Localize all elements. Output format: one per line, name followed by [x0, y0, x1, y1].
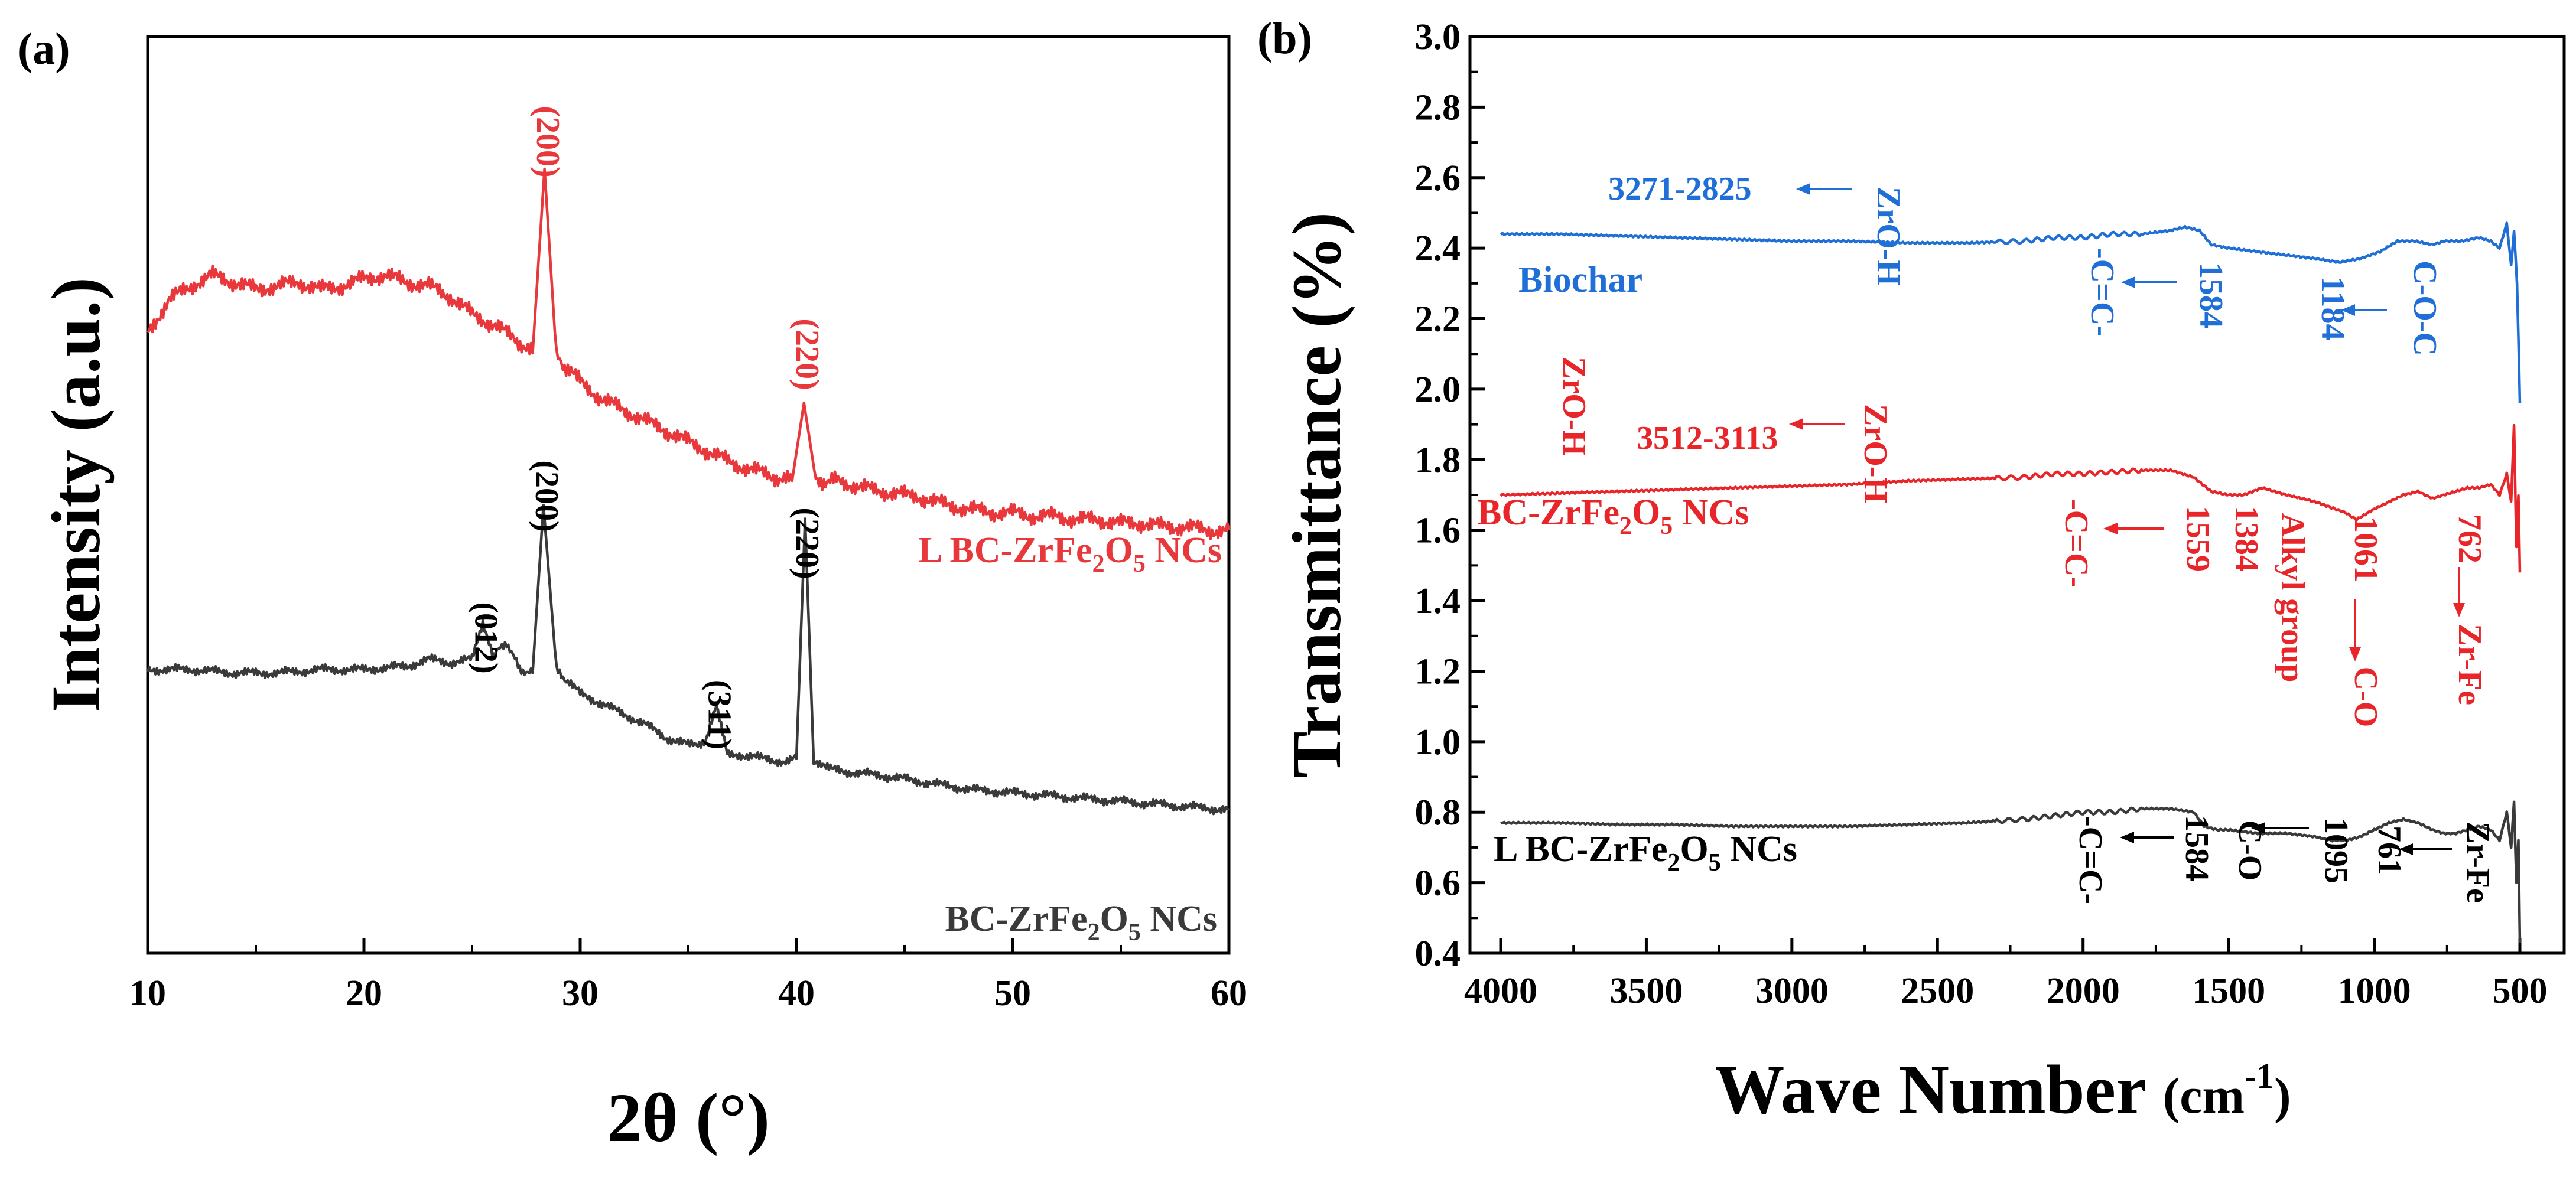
- b-y-tick-label: 0.4: [1415, 934, 1461, 974]
- b-ann-1584-blue: 1584: [2193, 262, 2229, 328]
- a-peak-label: (200): [529, 106, 566, 177]
- arrow-icon: [1789, 418, 1803, 430]
- b-biochar-annotations: 3271-2825 ZrO-H -C=C- 1584 1184 C-O-C: [1608, 171, 2443, 356]
- panel-b-plot-area: [1500, 221, 2522, 943]
- b-x-tick-label: 3500: [1609, 971, 1683, 1011]
- b-y-tick-label: 0.6: [1415, 863, 1461, 904]
- panel-b-x-axis: 4000 3500 3000 2500 2000 1500 1000 500: [1464, 938, 2548, 1011]
- b-series-label-l-bc: L BC-ZrFe2O5 NCs: [1494, 829, 1797, 876]
- b-ann-762-red: 762: [2451, 514, 2488, 563]
- a-peak-label: (200): [528, 460, 565, 532]
- b-y-tick-label: 1.6: [1415, 511, 1461, 551]
- a-x-tick-label: 10: [129, 973, 166, 1013]
- b-y-tick-label: 1.0: [1415, 722, 1461, 762]
- panel-b-y-axis-title: Transmittance (%): [1278, 212, 1355, 778]
- panel-a-label: (a): [18, 24, 70, 74]
- panel-a-peak-labels: (200) (220) (012) (200) (311) (220): [467, 106, 825, 749]
- b-x-tick-label: 2000: [2047, 971, 2120, 1011]
- b-ann-3512-3113: 3512-3113: [1637, 420, 1778, 457]
- b-x-tick-label: 3000: [1755, 971, 1829, 1011]
- b-ann-3271-2825: 3271-2825: [1608, 171, 1752, 207]
- b-ann-761-black: 761: [2371, 826, 2408, 875]
- a-series-line-bc-zrfe2o5-ncs: [146, 503, 1230, 816]
- b-y-tick-label: 1.4: [1415, 581, 1461, 621]
- b-x-tick-label: 1500: [2192, 971, 2265, 1011]
- b-series-line-l-bc-zrfe2o5-ncs: [1500, 800, 2522, 943]
- b-ann-co-red: C-O: [2347, 667, 2384, 728]
- b-bc-arrows: [1789, 418, 2465, 661]
- b-y-tick-label: 2.2: [1415, 299, 1461, 340]
- b-y-tick-label: 3.0: [1415, 17, 1461, 57]
- a-x-tick-label: 50: [994, 973, 1031, 1013]
- b-ann-1184-blue: 1184: [2314, 276, 2351, 341]
- a-x-tick-label: 40: [778, 973, 815, 1013]
- b-ann-zroh-red-right: ZrO-H: [1857, 404, 1894, 503]
- a-series-label-l-bc: L BC-ZrFe2O5 NCs: [918, 530, 1222, 578]
- b-ann-1384-red: 1384: [2228, 506, 2265, 572]
- b-y-tick-label: 0.8: [1415, 793, 1461, 833]
- b-y-tick-label: 1.8: [1415, 440, 1461, 480]
- b-series-line-biochar: [1500, 221, 2522, 403]
- b-ann-1559-red: 1559: [2180, 506, 2216, 572]
- b-ann-cc-blue: -C=C-: [2084, 248, 2120, 337]
- b-ann-1061-red: 1061: [2347, 516, 2384, 582]
- arrow-icon: [2120, 832, 2134, 843]
- b-y-tick-label: 2.8: [1415, 87, 1461, 128]
- panel-b-label: (b): [1257, 14, 1312, 63]
- panel-a: (a) 10 20 30 40 50 60 (200) (220) (012) (200) (31…: [18, 24, 1247, 1156]
- panel-b-x-axis-title: Wave Number (cm-1): [1715, 1051, 2291, 1128]
- b-lbc-arrows: [2120, 822, 2452, 855]
- a-x-tick-label: 20: [346, 973, 382, 1013]
- b-x-tick-label: 2500: [1901, 971, 1974, 1011]
- b-x-tick-label: 4000: [1464, 971, 1537, 1011]
- panel-a-frame: [146, 35, 1231, 955]
- a-peak-label: (220): [789, 318, 825, 390]
- arrow-icon: [1796, 183, 1810, 195]
- a-x-tick-label: 60: [1211, 973, 1247, 1013]
- b-x-tick-label: 500: [2493, 971, 2548, 1011]
- arrow-icon: [2251, 822, 2265, 834]
- panel-b: (b) 4000 3500 3000 2500 2000 1500 1000 500 0.40…: [1257, 14, 2566, 1128]
- b-y-tick-label: 2.4: [1415, 229, 1461, 269]
- panel-a-x-axis: 10 20 30 40 50 60: [129, 938, 1247, 1013]
- b-y-tick-label: 1.2: [1415, 651, 1461, 692]
- panel-a-y-axis-title: Intensity (a.u.): [37, 277, 115, 713]
- b-series-label-bc: BC-ZrFe2O5 NCs: [1477, 493, 1749, 540]
- b-y-tick-label: 2.0: [1415, 370, 1461, 410]
- a-peak-label: (220): [789, 507, 825, 579]
- arrow-icon: [2453, 603, 2465, 617]
- b-ann-coc-blue: C-O-C: [2406, 260, 2443, 356]
- arrow-icon: [2121, 276, 2135, 288]
- b-series-line-bc-zrfe2o5-ncs: [1500, 423, 2522, 573]
- a-series-line-l-bc-zrfe2o5-ncs: [147, 167, 1231, 541]
- b-ann-cc-black: -C=C-: [2072, 816, 2109, 904]
- b-series-label-biochar: Biochar: [1518, 260, 1642, 300]
- b-ann-zroh-red-left: ZrO-H: [1556, 357, 1592, 456]
- b-ann-zrfe-red: Zr-Fe: [2451, 624, 2488, 705]
- a-x-tick-label: 30: [562, 973, 599, 1013]
- b-x-tick-label: 1000: [2338, 971, 2411, 1011]
- b-bc-annotations: ZrO-H 3512-3113 ZrO-H -C=C- 1559 1384 Al…: [1556, 357, 2488, 727]
- b-ann-zrfe-black: Zr-Fe: [2460, 822, 2496, 903]
- arrow-icon: [2349, 647, 2361, 661]
- b-biochar-arrows: [1796, 183, 2387, 316]
- arrow-icon: [2103, 523, 2118, 534]
- panel-a-plot-area: [146, 167, 1231, 816]
- a-series-label-bc: BC-ZrFe2O5 NCs: [945, 899, 1217, 946]
- a-peak-label: (311): [701, 680, 738, 749]
- a-peak-label: (012): [467, 602, 504, 673]
- arrow-icon: [2341, 304, 2355, 316]
- arrow-icon: [2399, 843, 2413, 855]
- b-ann-zroh-blue: ZrO-H: [1870, 187, 1907, 286]
- b-ann-cc-red: -C=C-: [2058, 499, 2094, 588]
- panel-a-x-axis-title: 2θ (°): [607, 1079, 770, 1156]
- panel-b-y-axis: 0.4 0.6 0.8 1.0 1.2 1.4 1.6 1.8 2.0 2.2 2.4 2.6 2.8 3…: [1415, 17, 1485, 974]
- b-ann-1584-black: 1584: [2178, 815, 2215, 881]
- b-y-tick-label: 2.6: [1415, 158, 1461, 198]
- b-ann-1095-black: 1095: [2318, 817, 2354, 884]
- b-ann-alkyl-red: Alkyl group: [2274, 513, 2311, 683]
